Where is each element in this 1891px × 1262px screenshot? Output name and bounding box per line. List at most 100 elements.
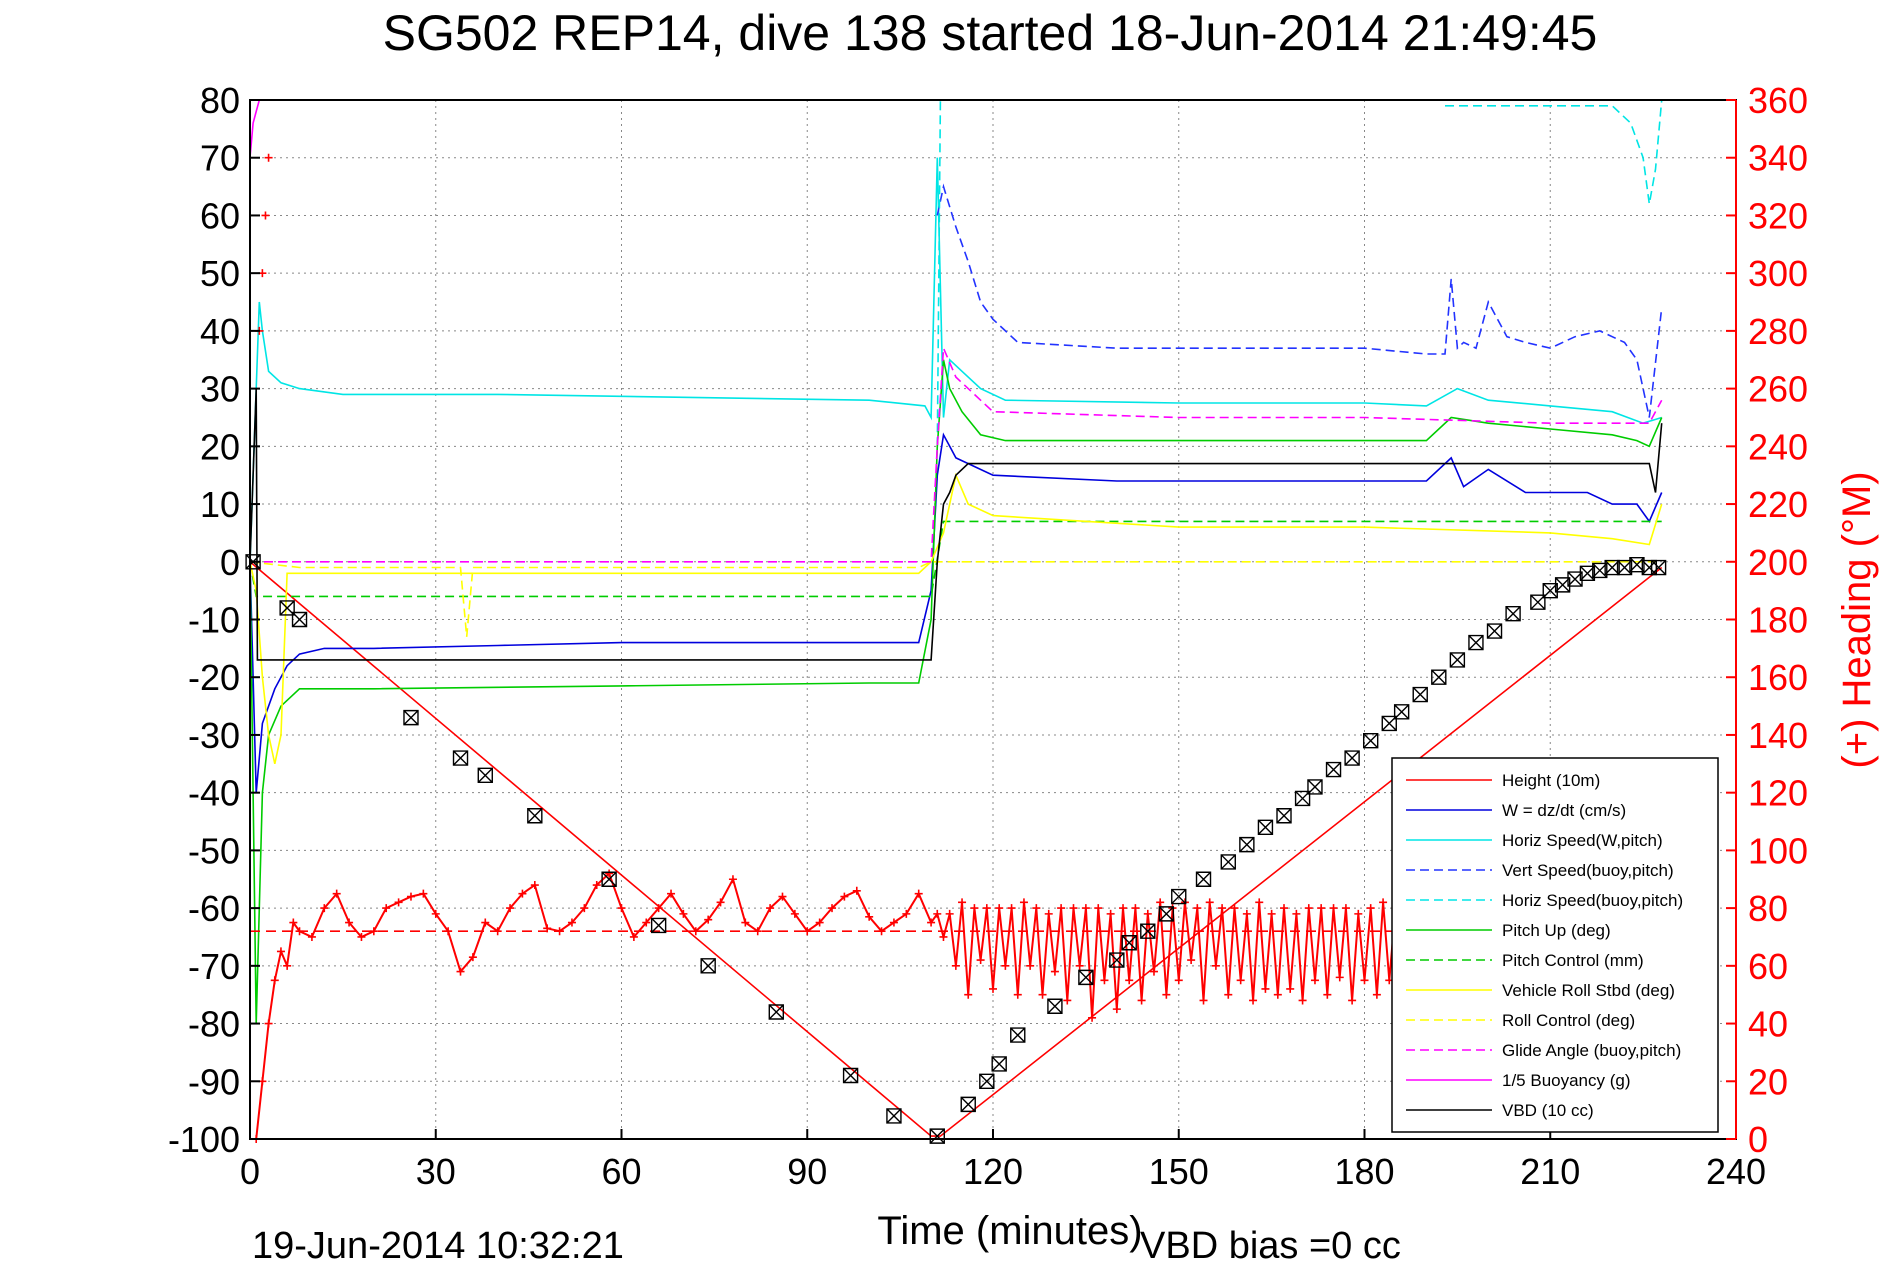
- heading-point: [518, 889, 527, 898]
- heading-point: [444, 927, 453, 936]
- heading-point: [1094, 904, 1103, 913]
- y2-tick-label: 200: [1748, 542, 1808, 583]
- control-marker: [1109, 952, 1125, 968]
- heading-point: [1310, 976, 1319, 985]
- heading-point: [431, 909, 440, 918]
- y2-tick-label: 320: [1748, 195, 1808, 236]
- heading-point: [394, 898, 403, 907]
- legend-label: Height (10m): [1502, 771, 1600, 790]
- heading-point: [369, 927, 378, 936]
- y-tick-label: 50: [200, 253, 240, 294]
- heading-point: [1069, 904, 1078, 913]
- heading-point: [1063, 996, 1072, 1005]
- heading-point: [332, 889, 341, 898]
- heading-point: [828, 904, 837, 913]
- control-marker: [1078, 969, 1094, 986]
- footer-timestamp: 19-Jun-2014 10:32:21: [252, 1225, 624, 1262]
- y-tick-label: 60: [200, 195, 240, 236]
- heading-point: [1044, 909, 1053, 918]
- y2-tick-label: 40: [1748, 1004, 1788, 1045]
- y2-tick-label: 0: [1748, 1119, 1768, 1160]
- control-marker: [1567, 571, 1583, 587]
- control-marker: [452, 750, 469, 766]
- heading-point: [865, 912, 874, 921]
- heading-point: [1081, 904, 1090, 913]
- heading-point: [1205, 898, 1214, 907]
- x-tick-label: 180: [1334, 1151, 1394, 1192]
- heading-point: [1088, 1013, 1097, 1022]
- heading-point: [1131, 904, 1140, 913]
- legend-label: Horiz Speed(W,pitch): [1502, 831, 1663, 850]
- y2-tick-label: 80: [1748, 888, 1788, 929]
- marker-layer: [245, 554, 1667, 1144]
- heading-point: [852, 886, 861, 895]
- heading-point: [989, 984, 997, 993]
- heading-point: [307, 932, 316, 941]
- heading-point: [753, 927, 762, 936]
- heading-early-point: [264, 153, 273, 162]
- control-marker: [1431, 669, 1447, 685]
- series-horiz_speed: [249, 157, 1662, 562]
- control-marker: [1220, 854, 1236, 870]
- heading-point: [1038, 990, 1047, 999]
- control-marker: [1195, 871, 1212, 887]
- y2-tick-label: 140: [1748, 715, 1808, 756]
- y-tick-label: -30: [188, 715, 240, 756]
- heading-point: [270, 976, 279, 985]
- x-tick-label: 0: [240, 1151, 260, 1192]
- heading-point: [914, 889, 923, 898]
- heading-point: [567, 918, 576, 927]
- control-marker: [1579, 565, 1596, 582]
- y-tick-label: -100: [168, 1119, 240, 1160]
- heading-point: [815, 918, 824, 927]
- control-marker: [291, 611, 308, 628]
- control-marker: [1393, 704, 1410, 720]
- heading-point: [1106, 909, 1115, 918]
- heading-point: [704, 915, 713, 924]
- heading-point: [1174, 976, 1183, 985]
- heading-point: [1149, 967, 1158, 976]
- heading-point: [1255, 898, 1264, 907]
- heading-point: [1199, 996, 1208, 1005]
- y2-tick-label: 220: [1748, 484, 1808, 525]
- heading-point: [1317, 904, 1326, 913]
- x-tick-label: 120: [963, 1151, 1023, 1192]
- heading-point: [264, 1019, 273, 1028]
- legend-label: Pitch Up (deg): [1502, 921, 1611, 940]
- heading-point: [766, 904, 775, 913]
- legend-label: W = dz/dt (cm/s): [1502, 801, 1626, 820]
- legend-label: Pitch Control (mm): [1502, 951, 1644, 970]
- heading-point: [1323, 990, 1332, 999]
- series-layer: [249, 99, 1663, 1137]
- control-marker: [1047, 998, 1063, 1014]
- heading-point: [1242, 909, 1251, 918]
- y2-tick-label: 100: [1748, 830, 1808, 871]
- y-tick-label: -20: [188, 657, 240, 698]
- x-tick-label: 90: [787, 1151, 827, 1192]
- y2-tick-label: 20: [1748, 1061, 1788, 1102]
- heading-point: [951, 961, 960, 970]
- control-marker: [1010, 1027, 1026, 1043]
- y-tick-label: -80: [188, 1004, 240, 1045]
- heading-point: [945, 909, 954, 918]
- legend-label: Vehicle Roll Stbd (deg): [1502, 981, 1675, 1000]
- heading-point: [506, 904, 515, 913]
- heading-point: [741, 918, 750, 927]
- y-axis-right: 3603403203002802602402202001801601401201…: [1726, 80, 1808, 1160]
- heading-point: [1162, 990, 1171, 999]
- legend-label: Glide Angle (buoy,pitch): [1502, 1041, 1681, 1060]
- y-tick-label: -50: [188, 830, 240, 871]
- x-axis-label: Time (minutes): [877, 1209, 1142, 1253]
- control-marker: [527, 808, 543, 824]
- control-marker: [1257, 819, 1274, 835]
- control-marker: [1505, 606, 1521, 622]
- heading-point: [1119, 904, 1128, 913]
- heading-point: [1013, 990, 1022, 999]
- heading-point: [382, 904, 391, 913]
- legend: Height (10m) W = dz/dt (cm/s) Horiz Speed(…: [1391, 757, 1719, 1133]
- control-marker: [1276, 808, 1292, 824]
- control-marker: [700, 958, 716, 974]
- heading-point: [1137, 996, 1146, 1005]
- heading-point: [456, 967, 465, 976]
- series-horiz_speed_buoy_b: [1445, 99, 1663, 205]
